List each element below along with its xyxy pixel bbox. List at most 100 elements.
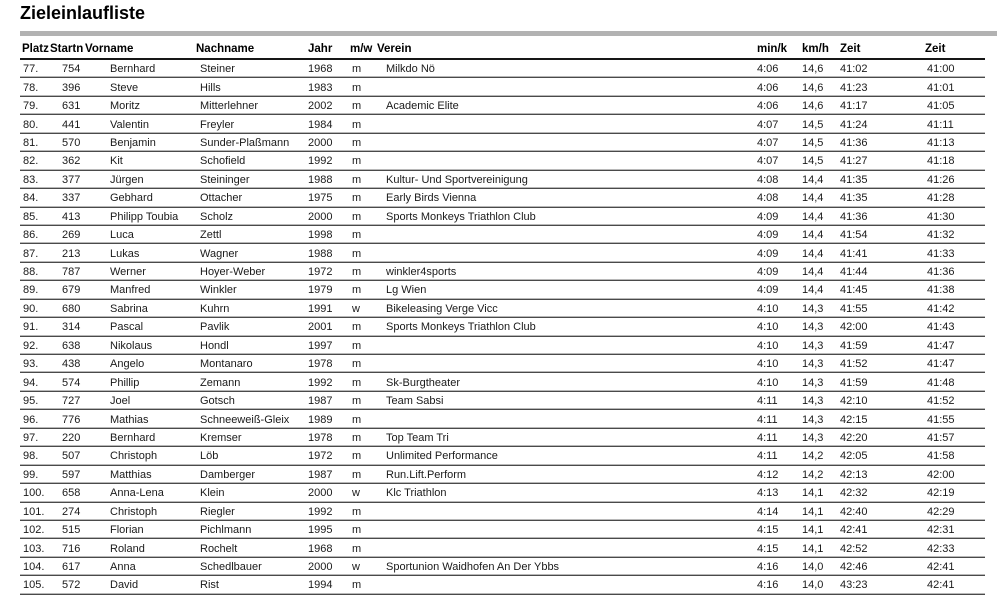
cell-zeit: 41:24 (840, 118, 868, 131)
cell-startn: 413 (62, 210, 81, 223)
cell-platz: 94. (23, 376, 39, 389)
cell-zeit-2: 42:19 (927, 487, 955, 500)
cell-jahr: 1979 (308, 284, 333, 297)
col-header-nachname: Nachname (196, 43, 255, 55)
cell-nachname: Zettl (200, 229, 222, 242)
cell-vorname: Pascal (110, 321, 144, 334)
cell-verein: winkler4sports (386, 266, 457, 279)
cell-nachname: Gotsch (200, 395, 235, 408)
cell-startn: 269 (62, 229, 81, 242)
cell-zeit-2: 41:52 (927, 395, 955, 408)
cell-zeit: 42:15 (840, 413, 868, 426)
cell-zeit: 42:00 (840, 321, 868, 334)
cell-zeit: 42:05 (840, 450, 868, 463)
cell-zeit: 41:45 (840, 284, 868, 297)
table-row: 81. 570 Benjamin Sunder-Plaßmann 2000 m … (20, 134, 985, 153)
cell-nachname: Schofield (200, 155, 246, 168)
col-header-kmh: km/h (802, 43, 829, 55)
cell-jahr: 1972 (308, 450, 333, 463)
cell-min-per-km: 4:09 (757, 247, 779, 260)
cell-nachname: Kuhrn (200, 302, 230, 315)
cell-min-per-km: 4:13 (757, 487, 779, 500)
cell-kmh: 14,4 (802, 192, 824, 205)
table-row: 87. 213 Lukas Wagner 1988 m 4:09 14,4 41… (20, 244, 985, 264)
table-row: 78. 396 Steve Hills 1983 m 4:06 14,6 41:… (20, 78, 985, 98)
cell-mw: m (352, 155, 362, 168)
cell-startn: 572 (62, 579, 81, 592)
cell-platz: 91. (23, 321, 39, 334)
cell-jahr: 1975 (308, 192, 333, 205)
cell-min-per-km: 4:11 (757, 431, 778, 444)
cell-vorname: Anna-Lena (110, 487, 164, 500)
table-row: 105. 572 David Rist 1994 m 4:16 14,0 43:… (20, 576, 985, 596)
cell-min-per-km: 4:09 (757, 210, 779, 223)
cell-vorname: Jürgen (110, 173, 144, 186)
cell-platz: 84. (23, 192, 39, 205)
cell-kmh: 14,3 (802, 339, 824, 352)
cell-startn: 570 (62, 136, 81, 149)
cell-vorname: Philipp Toubia (110, 210, 179, 223)
cell-mw: m (352, 542, 362, 555)
cell-zeit-2: 41:00 (927, 63, 955, 76)
table-row: 95. 727 Joel Gotsch 1987 m Team Sabsi 4:… (20, 392, 985, 411)
cell-mw: w (352, 302, 360, 315)
cell-vorname: Werner (110, 266, 146, 279)
cell-kmh: 14,2 (802, 468, 824, 481)
cell-zeit-2: 41:26 (927, 173, 955, 186)
cell-nachname: Freyler (200, 118, 235, 131)
cell-zeit: 41:41 (840, 247, 868, 260)
cell-zeit-2: 41:47 (927, 339, 955, 352)
cell-verein: Lg Wien (386, 284, 427, 297)
cell-jahr: 1991 (308, 302, 333, 315)
cell-kmh: 14,1 (802, 505, 824, 518)
cell-jahr: 1984 (308, 118, 333, 131)
cell-zeit: 41:52 (840, 358, 868, 371)
cell-zeit-2: 41:42 (927, 302, 955, 315)
cell-zeit-2: 42:29 (927, 505, 955, 518)
cell-verein: Team Sabsi (386, 395, 444, 408)
cell-min-per-km: 4:15 (757, 542, 779, 555)
cell-jahr: 1992 (308, 505, 333, 518)
cell-platz: 87. (23, 247, 39, 260)
cell-min-per-km: 4:07 (757, 118, 779, 131)
table-row: 86. 269 Luca Zettl 1998 m 4:09 14,4 41:5… (20, 226, 985, 245)
cell-zeit-2: 41:38 (927, 284, 955, 297)
cell-kmh: 14,4 (802, 266, 824, 279)
cell-zeit-2: 41:48 (927, 376, 955, 389)
cell-vorname: Steve (110, 81, 139, 94)
table-row: 94. 574 Phillip Zemann 1992 m Sk-Burgthe… (20, 373, 985, 393)
cell-vorname: Christoph (110, 505, 158, 518)
cell-startn: 727 (62, 395, 81, 408)
cell-mw: m (352, 431, 362, 444)
cell-verein: Sports Monkeys Triathlon Club (386, 321, 536, 334)
cell-mw: m (352, 284, 362, 297)
cell-kmh: 14,2 (802, 450, 824, 463)
cell-vorname: Moritz (110, 100, 140, 113)
cell-zeit: 43:23 (840, 579, 868, 592)
cell-nachname: Steiner (200, 63, 235, 76)
cell-vorname: Gebhard (110, 192, 153, 205)
cell-kmh: 14,3 (802, 395, 824, 408)
cell-zeit: 42:40 (840, 505, 868, 518)
cell-min-per-km: 4:06 (757, 81, 779, 94)
cell-mw: m (352, 395, 362, 408)
cell-zeit-2: 41:43 (927, 321, 955, 334)
cell-verein: Unlimited Performance (386, 450, 498, 463)
cell-startn: 631 (62, 100, 81, 113)
cell-mw: w (352, 561, 360, 574)
cell-jahr: 1968 (308, 63, 333, 76)
cell-mw: m (352, 468, 362, 481)
cell-jahr: 1972 (308, 266, 333, 279)
cell-vorname: Florian (110, 524, 144, 537)
cell-nachname: Zemann (200, 376, 241, 389)
cell-zeit: 42:20 (840, 431, 868, 444)
cell-jahr: 1978 (308, 358, 333, 371)
cell-startn: 638 (62, 339, 81, 352)
cell-zeit: 42:46 (840, 561, 868, 574)
cell-nachname: Wagner (200, 247, 239, 260)
cell-nachname: Winkler (200, 284, 237, 297)
cell-jahr: 2002 (308, 100, 333, 113)
cell-vorname: Sabrina (110, 302, 148, 315)
cell-vorname: Kit (110, 155, 123, 168)
